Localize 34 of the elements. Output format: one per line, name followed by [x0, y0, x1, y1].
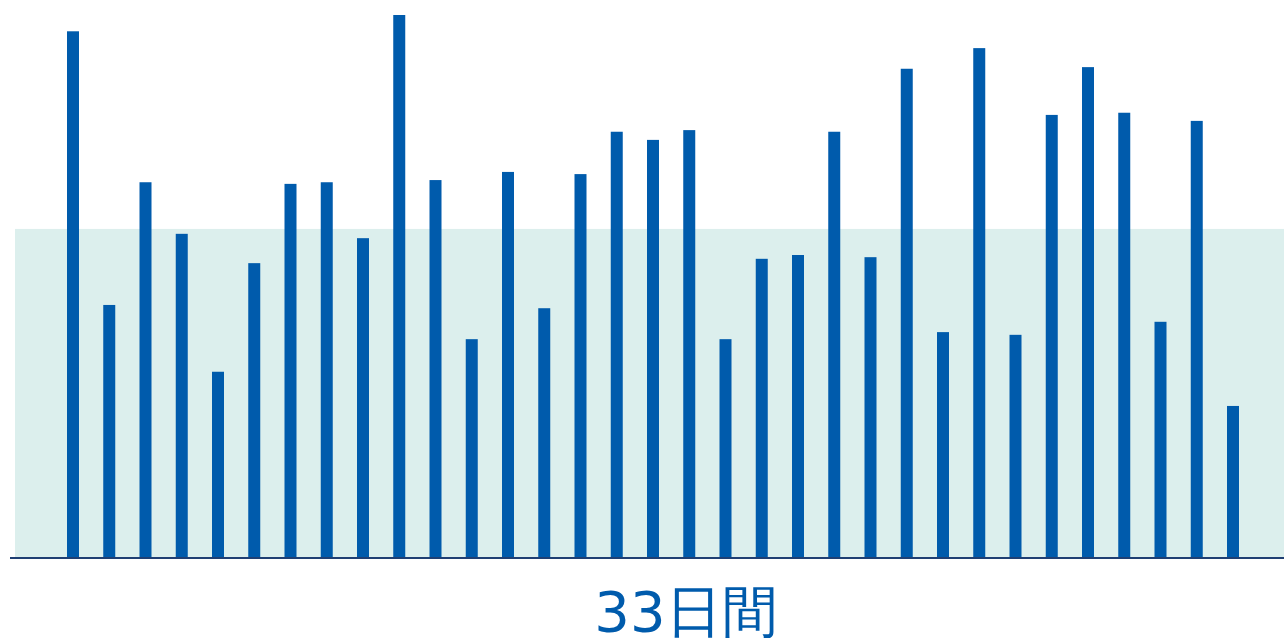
- bar: [212, 371, 224, 558]
- bar: [574, 174, 587, 558]
- bar: [103, 304, 116, 558]
- bar: [828, 131, 841, 558]
- bar: [284, 183, 297, 558]
- x-axis-title: 33日間: [594, 579, 778, 638]
- bar: [719, 339, 732, 558]
- bar: [502, 171, 514, 558]
- bar: [792, 255, 804, 558]
- bar: [1190, 120, 1203, 558]
- bar: [1045, 114, 1058, 558]
- bar: [393, 15, 406, 558]
- bar: [610, 131, 623, 558]
- bar: [139, 182, 152, 558]
- bar: [429, 180, 442, 558]
- bar: [465, 339, 478, 558]
- bar: [755, 258, 768, 558]
- bar: [1009, 334, 1022, 558]
- bar: [175, 233, 188, 558]
- bar: [538, 308, 551, 558]
- bar: [937, 332, 949, 558]
- bar: [1154, 321, 1167, 558]
- bar: [864, 257, 877, 558]
- bar: [357, 238, 369, 558]
- bar: [973, 48, 986, 558]
- bar: [1082, 67, 1094, 558]
- bar: [248, 263, 261, 558]
- bar: [900, 68, 913, 558]
- bar: [647, 139, 659, 558]
- bar: [67, 31, 79, 558]
- bar: [1227, 405, 1239, 558]
- bar: [683, 130, 696, 558]
- bar: [1118, 112, 1131, 558]
- bar: [320, 182, 333, 558]
